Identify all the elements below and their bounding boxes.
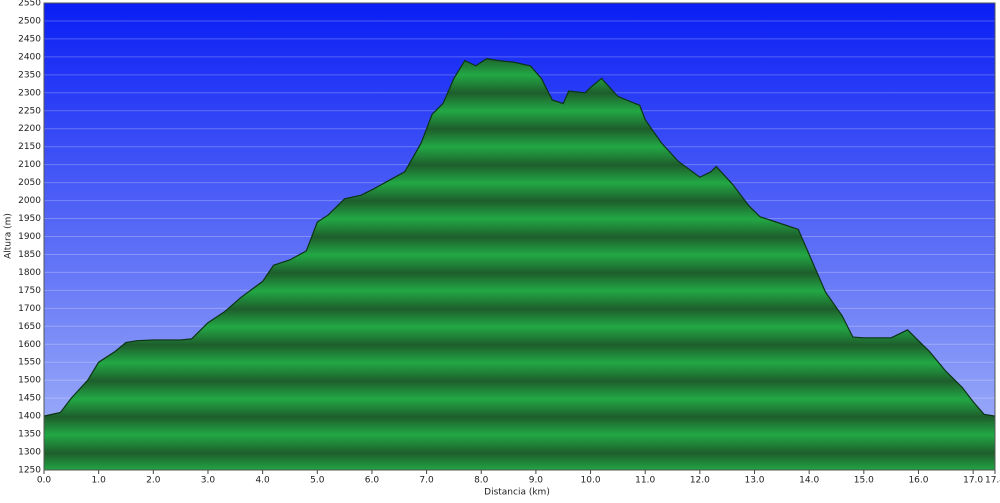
x-tick-label: 17.4	[985, 476, 1000, 486]
x-tick-label: 8.0	[474, 476, 489, 486]
y-tick-label: 1600	[18, 340, 41, 350]
y-tick-label: 2250	[18, 106, 41, 116]
y-tick-label: 2350	[18, 70, 41, 80]
y-tick-label: 1750	[18, 286, 41, 296]
y-tick-label: 1400	[18, 412, 41, 422]
y-tick-label: 1650	[18, 322, 41, 332]
y-tick-label: 1250	[18, 466, 41, 476]
y-tick-label: 2200	[18, 124, 41, 134]
y-tick-label: 2050	[18, 178, 41, 188]
y-tick-label: 2450	[18, 34, 41, 44]
y-tick-label: 1500	[18, 376, 41, 386]
x-tick-label: 12.0	[690, 476, 710, 486]
y-tick-label: 2550	[18, 0, 41, 9]
x-tick-label: 14.0	[799, 476, 819, 486]
x-tick-label: 13.0	[744, 476, 764, 486]
y-axis-label: Altura (m)	[4, 213, 14, 259]
x-tick-label: 4.0	[255, 476, 270, 486]
x-tick-label: 6.0	[365, 476, 380, 486]
x-tick-label: 15.0	[854, 476, 874, 486]
y-tick-label: 1950	[18, 214, 41, 224]
y-tick-label: 2500	[18, 16, 41, 26]
x-tick-label: 3.0	[201, 476, 216, 486]
y-tick-label: 1350	[18, 430, 41, 440]
y-tick-label: 1850	[18, 250, 41, 260]
x-tick-label: 17.0	[963, 476, 983, 486]
y-tick-label: 2000	[18, 196, 41, 206]
y-tick-label: 1900	[18, 232, 41, 242]
y-tick-label: 1300	[18, 448, 41, 458]
y-tick-label: 1550	[18, 358, 41, 368]
y-tick-label: 2100	[18, 160, 41, 170]
y-tick-label: 1700	[18, 304, 41, 314]
y-tick-label: 1450	[18, 394, 41, 404]
y-tick-label: 1800	[18, 268, 41, 278]
y-tick-label: 2300	[18, 88, 41, 98]
x-tick-label: 7.0	[419, 476, 434, 486]
x-tick-label: 11.0	[635, 476, 655, 486]
x-tick-label: 2.0	[146, 476, 161, 486]
x-tick-label: 16.0	[908, 476, 928, 486]
x-tick-label: 5.0	[310, 476, 325, 486]
elevation-line	[43, 58, 996, 417]
x-tick-label: 0.0	[37, 476, 52, 486]
x-tick-label: 1.0	[91, 476, 106, 486]
y-tick-label: 2150	[18, 142, 41, 152]
x-axis-label: Distancia (km)	[484, 488, 550, 498]
x-tick-label: 9.0	[529, 476, 544, 486]
plot-frame	[43, 2, 996, 471]
y-tick-label: 2400	[18, 52, 41, 62]
x-tick-label: 10.0	[581, 476, 601, 486]
area-fill	[44, 58, 995, 470]
